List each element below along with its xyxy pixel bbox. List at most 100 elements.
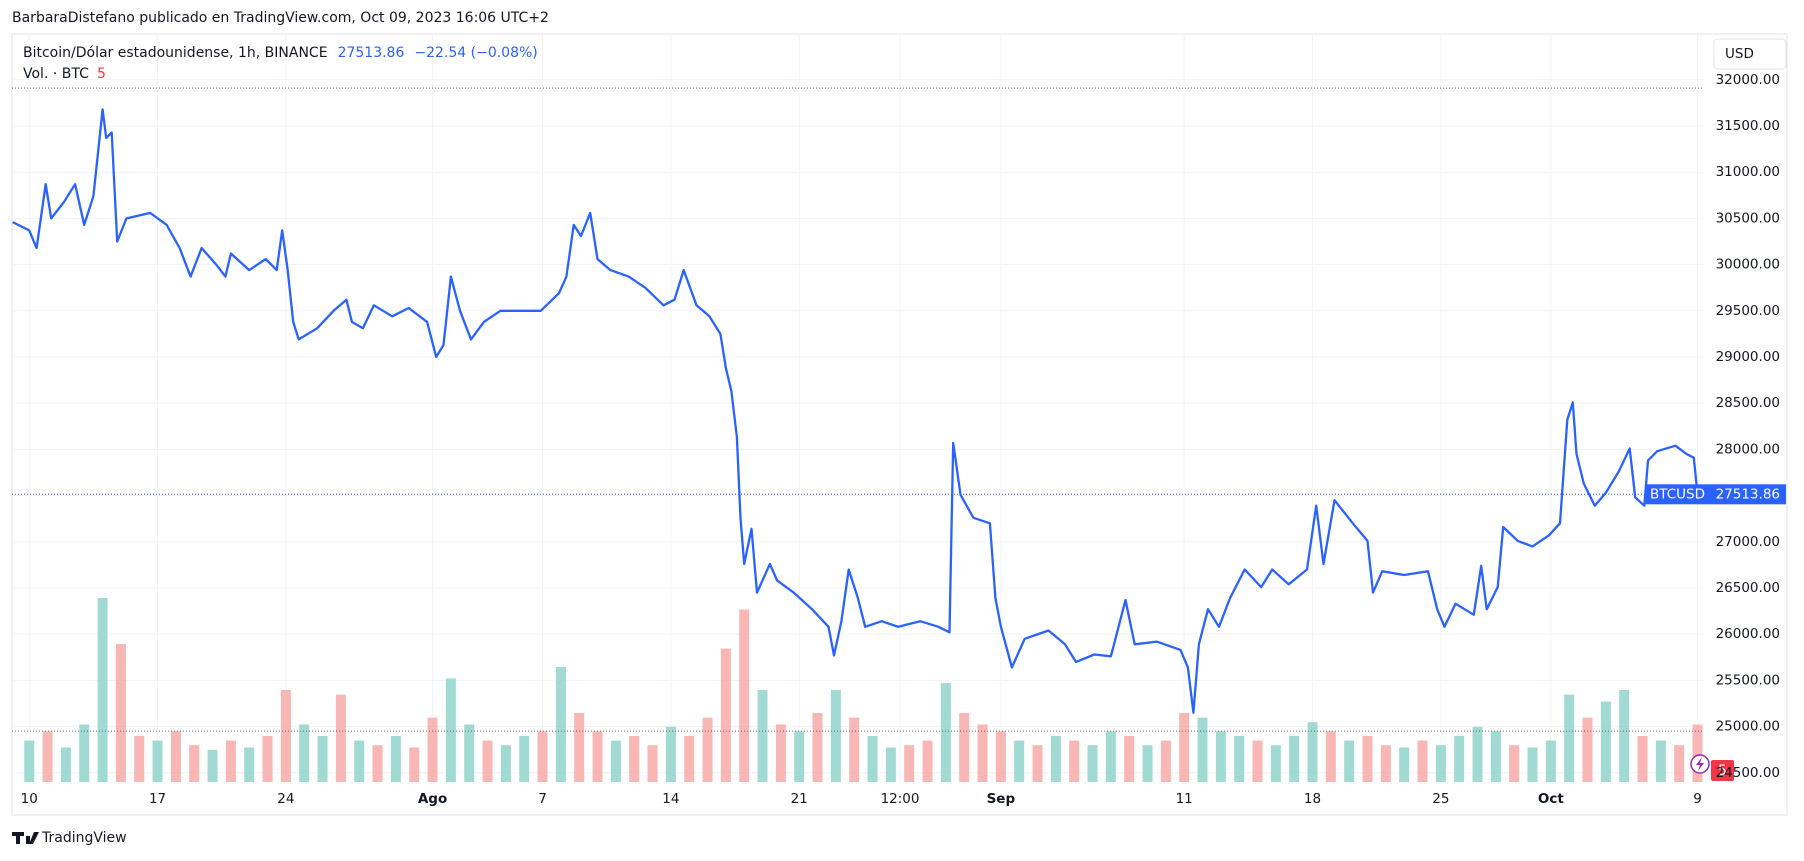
volume-bar: [1674, 745, 1685, 782]
volume-bar: [1325, 731, 1336, 782]
x-tick-label: 18: [1304, 791, 1321, 807]
volume-bar: [372, 745, 383, 782]
y-tick-label: 31000.00: [1716, 164, 1780, 180]
x-tick-label: Sep: [987, 791, 1016, 807]
last-price: 27513.86: [338, 45, 405, 61]
volume-bar: [665, 726, 676, 782]
volume-bar: [684, 736, 695, 782]
volume-bar: [629, 736, 640, 782]
volume-bar: [1527, 747, 1538, 782]
volume-bar: [1014, 740, 1025, 782]
volume-bar: [977, 724, 988, 782]
volume-bar: [207, 749, 218, 782]
volume-bar: [1564, 694, 1575, 782]
volume-bar: [189, 745, 200, 782]
volume-bar: [592, 731, 603, 782]
volume-bar: [97, 598, 108, 782]
volume-bar: [170, 731, 181, 782]
volume-bar: [500, 745, 511, 782]
volume-count: 5: [97, 66, 106, 82]
volume-bar: [720, 648, 731, 782]
volume-bar: [1142, 745, 1153, 782]
y-tick-label: 28000.00: [1716, 441, 1780, 457]
volume-bar: [427, 717, 438, 782]
volume-bar: [1215, 731, 1226, 782]
x-tick-label: 24: [277, 791, 294, 807]
y-tick-label: 29500.00: [1716, 303, 1780, 319]
y-tick-label: 25500.00: [1716, 672, 1780, 688]
x-tick-label: 12:00: [881, 791, 920, 807]
volume-bar: [775, 724, 786, 782]
x-tick-label: 10: [21, 791, 38, 807]
x-tick-label: 17: [149, 791, 166, 807]
volume-bar: [830, 690, 841, 782]
volume-bar: [280, 690, 291, 782]
volume-bar: [1509, 745, 1520, 782]
volume-bar: [757, 690, 768, 782]
attribution: BarbaraDistefano publicado en TradingVie…: [12, 10, 549, 26]
volume-bar: [1032, 745, 1043, 782]
volume-bar: [152, 740, 163, 782]
volume-bar: [1105, 731, 1116, 782]
volume-bar: [1289, 736, 1300, 782]
volume-label: Vol. · BTC: [23, 66, 89, 82]
volume-bar: [1417, 740, 1428, 782]
volume-bar: [610, 740, 621, 782]
x-tick-label: 7: [538, 791, 547, 807]
volume-bar: [519, 736, 530, 782]
y-tick-label: 24500.00: [1716, 765, 1780, 781]
volume-bar: [959, 713, 970, 782]
x-tick-label: 14: [662, 791, 679, 807]
currency: USD: [1725, 46, 1754, 62]
y-tick-label: 26000.00: [1716, 626, 1780, 642]
volume-bar: [739, 609, 750, 782]
x-tick-label: 9: [1693, 791, 1702, 807]
volume-bar: [885, 747, 896, 782]
volume-bar: [1472, 726, 1483, 782]
volume-bar: [1234, 736, 1245, 782]
volume-bar: [79, 724, 90, 782]
volume-bar: [849, 717, 860, 782]
volume-bar: [1619, 690, 1630, 782]
volume-bar: [1344, 740, 1355, 782]
volume-bar: [1362, 736, 1373, 782]
volume-bar: [60, 747, 71, 782]
volume-bar: [464, 724, 475, 782]
volume-bar: [1399, 747, 1410, 782]
x-tick-label: 21: [791, 791, 808, 807]
volume-bar: [1069, 740, 1080, 782]
volume-bar: [1490, 731, 1501, 782]
volume-bar: [1454, 736, 1465, 782]
volume-bar: [940, 683, 951, 782]
volume-bar: [482, 740, 493, 782]
volume-bar: [262, 736, 273, 782]
y-tick-label: 25000.00: [1716, 719, 1780, 735]
y-tick-label: 27000.00: [1716, 534, 1780, 550]
volume-bar: [574, 713, 585, 782]
volume-bar: [1582, 717, 1593, 782]
price-change: −22.54 (−0.08%): [414, 45, 537, 61]
volume-bar: [702, 717, 713, 782]
price-tag-value: 27513.86: [1716, 486, 1780, 502]
volume-bar: [647, 745, 658, 782]
volume-bar: [1252, 740, 1263, 782]
volume-bar: [1124, 736, 1135, 782]
alert-bolt: [1696, 757, 1704, 771]
footer-brand: TradingView: [41, 830, 127, 846]
volume-bar: [1179, 713, 1190, 782]
volume-bar: [794, 731, 805, 782]
price-tag-name: BTCUSD: [1650, 486, 1705, 502]
volume-bar: [390, 736, 401, 782]
y-tick-label: 31500.00: [1716, 118, 1780, 134]
y-tick-label: 28500.00: [1716, 395, 1780, 411]
volume-bar: [1692, 724, 1703, 782]
x-tick-label: 11: [1176, 791, 1193, 807]
chart-frame: [11, 33, 1788, 816]
x-tick-label: 25: [1432, 791, 1449, 807]
volume-bar: [555, 667, 566, 782]
volume-bar: [24, 740, 35, 782]
currency-button[interactable]: [1713, 38, 1787, 70]
volume-bar: [42, 731, 53, 782]
volume-bar: [1050, 736, 1061, 782]
volume-bar: [1435, 745, 1446, 782]
